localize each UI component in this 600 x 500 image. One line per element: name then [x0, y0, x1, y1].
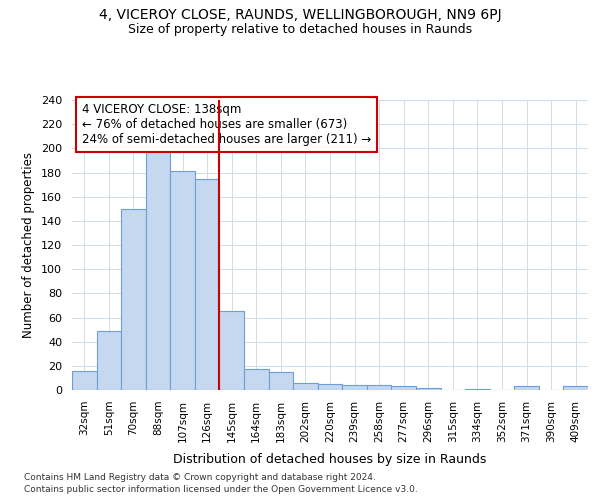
- Bar: [563, 386, 588, 390]
- Bar: [244, 370, 269, 390]
- Bar: [391, 386, 416, 390]
- Bar: [367, 385, 391, 390]
- Bar: [269, 372, 293, 390]
- Text: 4, VICEROY CLOSE, RAUNDS, WELLINGBOROUGH, NN9 6PJ: 4, VICEROY CLOSE, RAUNDS, WELLINGBOROUGH…: [98, 8, 502, 22]
- Bar: [318, 384, 342, 390]
- Bar: [121, 209, 146, 390]
- Y-axis label: Number of detached properties: Number of detached properties: [22, 152, 35, 338]
- Bar: [220, 312, 244, 390]
- Bar: [342, 385, 367, 390]
- Bar: [97, 331, 121, 390]
- Bar: [416, 388, 440, 390]
- X-axis label: Distribution of detached houses by size in Raunds: Distribution of detached houses by size …: [173, 453, 487, 466]
- Bar: [170, 172, 195, 390]
- Bar: [146, 146, 170, 390]
- Bar: [195, 178, 220, 390]
- Text: Contains HM Land Registry data © Crown copyright and database right 2024.: Contains HM Land Registry data © Crown c…: [24, 472, 376, 482]
- Text: Size of property relative to detached houses in Raunds: Size of property relative to detached ho…: [128, 22, 472, 36]
- Bar: [514, 386, 539, 390]
- Bar: [72, 370, 97, 390]
- Bar: [293, 383, 318, 390]
- Text: Contains public sector information licensed under the Open Government Licence v3: Contains public sector information licen…: [24, 485, 418, 494]
- Bar: [465, 389, 490, 390]
- Text: 4 VICEROY CLOSE: 138sqm
← 76% of detached houses are smaller (673)
24% of semi-d: 4 VICEROY CLOSE: 138sqm ← 76% of detache…: [82, 103, 371, 146]
